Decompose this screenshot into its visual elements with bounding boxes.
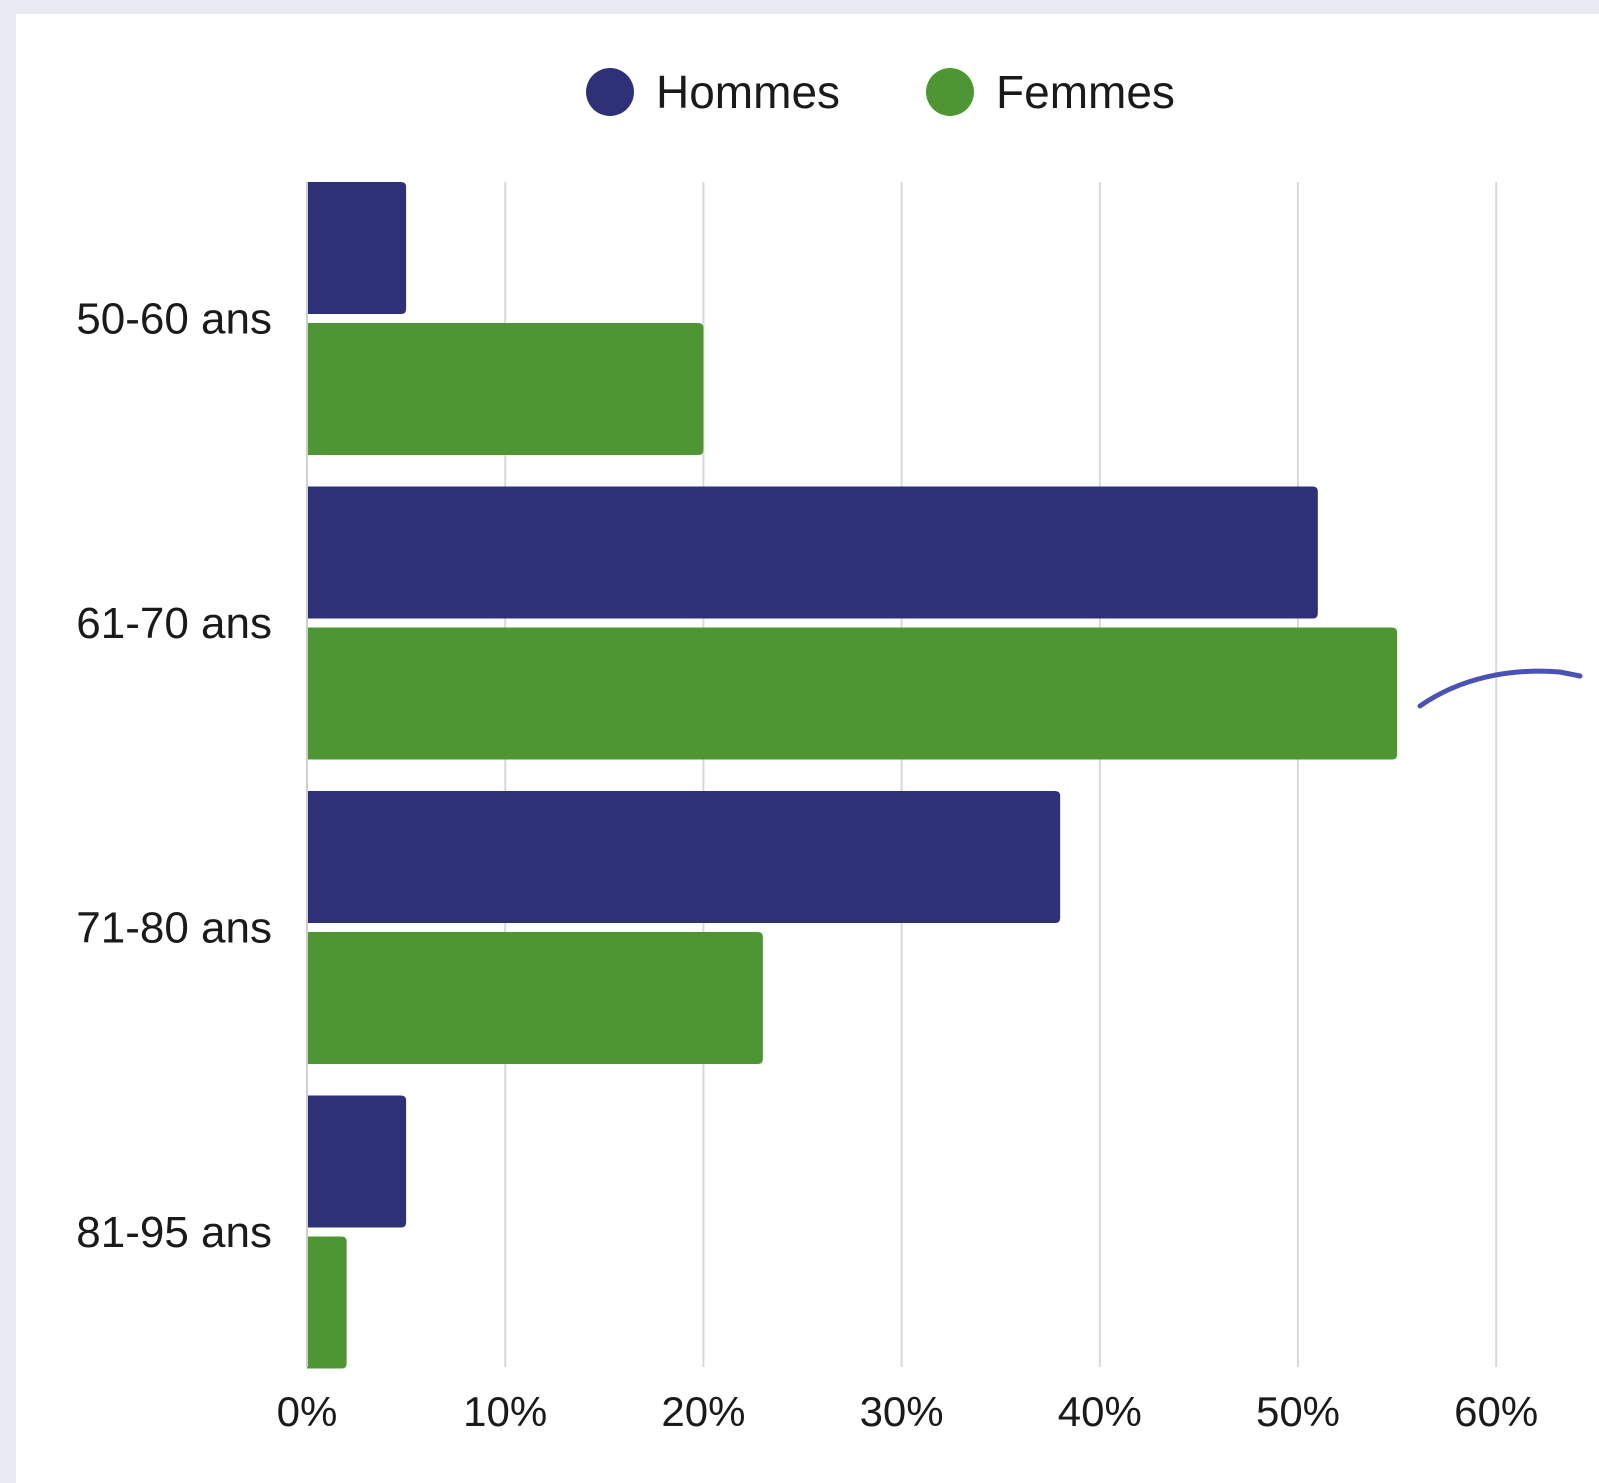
bar-femmes-4 xyxy=(307,1236,347,1369)
x-tick-label-0: 0% xyxy=(277,1388,338,1435)
bar-femmes-2 xyxy=(307,627,1398,760)
legend-marker-hommes xyxy=(586,68,634,116)
bar-hommes-1 xyxy=(307,182,407,314)
legend-item-hommes[interactable]: Hommes xyxy=(586,68,840,116)
legend-label-femmes: Femmes xyxy=(996,66,1175,118)
bar-femmes-1 xyxy=(307,323,704,455)
legend-marker-femmes xyxy=(926,68,975,116)
x-tick-label-20: 20% xyxy=(661,1388,745,1435)
category-label-1: 50-60 ans xyxy=(76,295,272,344)
bar-hommes-4 xyxy=(307,1095,407,1228)
category-label-3: 71-80 ans xyxy=(76,904,272,953)
x-tick-label-60: 60% xyxy=(1454,1388,1538,1435)
category-label-2: 61-70 ans xyxy=(76,599,272,648)
legend-item-femmes[interactable]: Femmes xyxy=(926,68,1175,116)
x-tick-label-50: 50% xyxy=(1256,1388,1340,1435)
bar-hommes-2 xyxy=(307,486,1318,619)
x-tick-label-10: 10% xyxy=(463,1388,547,1435)
annotation-arc xyxy=(1417,668,1583,709)
bar-femmes-3 xyxy=(307,932,763,1064)
x-tick-label-40: 40% xyxy=(1058,1388,1142,1435)
legend-label-hommes: Hommes xyxy=(656,66,841,118)
bar-hommes-3 xyxy=(307,791,1061,923)
legend: Hommes Femmes xyxy=(586,68,1261,116)
x-tick-label-30: 30% xyxy=(860,1388,944,1435)
category-label-4: 81-95 ans xyxy=(76,1208,272,1257)
